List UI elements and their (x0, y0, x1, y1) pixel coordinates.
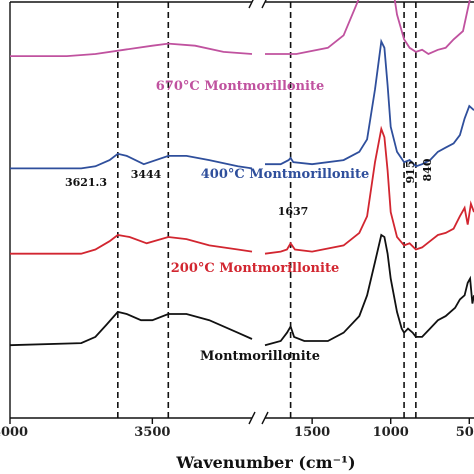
axis-break-mark (248, 411, 256, 425)
spectra-curves (9, 0, 474, 347)
x-tick-label: 1500 (294, 425, 330, 440)
series-label: Montmorillonite (200, 349, 320, 364)
series-line-segment (10, 234, 253, 255)
series-line-segment (10, 152, 253, 170)
series-line-segment (264, 125, 474, 255)
series-line-segment (9, 310, 253, 347)
series-label: 670°C Montmorillonite (156, 79, 324, 94)
x-tick-label: 500 (456, 425, 474, 440)
x-tick-label: 4000 (0, 425, 28, 440)
series-line-segment (264, 233, 474, 347)
series-montmorillonite (9, 233, 474, 347)
series-label: 200°C Montmorillonite (171, 261, 339, 276)
series-line-segment (10, 42, 253, 57)
peak-annotation: 3444 (131, 168, 162, 181)
series-label: 400°C Montmorillonite (201, 167, 369, 182)
peak-annotation: 1637 (278, 205, 309, 218)
series-670-c-montmorillonite (10, 0, 471, 57)
axis-break-mark (261, 411, 269, 425)
x-tick-label: 3500 (134, 425, 170, 440)
series-200-c-montmorillonite (10, 125, 474, 255)
axis-break-mark (261, 0, 267, 9)
series-line-segment (265, 38, 474, 168)
peak-annotation: 840 (421, 158, 434, 181)
axis-break-mark (248, 0, 254, 9)
x-tick-label: 1000 (373, 425, 409, 440)
x-axis-label: Wavenumber (cm⁻¹) (175, 453, 355, 472)
series-line-segment (265, 0, 471, 56)
peak-annotation: 3621.3 (65, 176, 107, 189)
peak-annotation: 915 (404, 161, 417, 184)
plot-area (9, 1, 474, 418)
series-400-c-montmorillonite (10, 38, 474, 170)
x-axis: 4000 3500 1500 1000 500 (0, 0, 474, 440)
labels: 670°C Montmorillonite 400°C Montmorilloni… (65, 79, 434, 364)
